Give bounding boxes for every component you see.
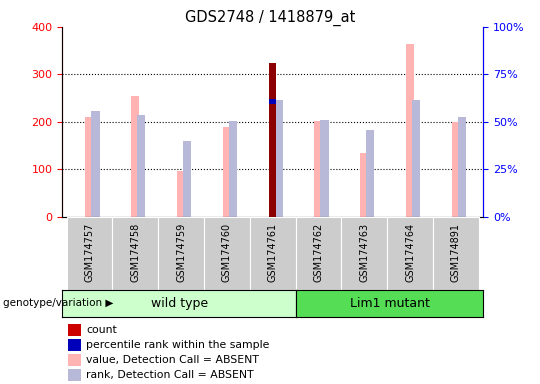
Text: value, Detection Call = ABSENT: value, Detection Call = ABSENT xyxy=(86,355,259,365)
Text: genotype/variation ▶: genotype/variation ▶ xyxy=(3,298,113,308)
Text: GSM174761: GSM174761 xyxy=(268,223,278,282)
Bar xyxy=(250,217,295,290)
Text: rank, Detection Call = ABSENT: rank, Detection Call = ABSENT xyxy=(86,370,254,380)
Text: GSM174762: GSM174762 xyxy=(314,223,323,282)
Text: GSM174760: GSM174760 xyxy=(222,223,232,282)
Bar xyxy=(295,217,341,290)
Bar xyxy=(320,121,328,124)
Text: count: count xyxy=(86,325,117,335)
Bar xyxy=(320,121,328,217)
Bar xyxy=(406,43,414,217)
Bar xyxy=(269,63,276,217)
Text: percentile rank within the sample: percentile rank within the sample xyxy=(86,340,270,350)
Bar xyxy=(366,131,374,217)
Bar xyxy=(412,99,420,103)
Bar xyxy=(412,99,420,217)
Bar xyxy=(458,117,466,121)
Bar xyxy=(183,141,191,145)
Text: GSM174758: GSM174758 xyxy=(130,223,140,282)
Bar xyxy=(177,171,185,217)
Bar xyxy=(66,217,112,290)
Bar xyxy=(229,121,237,125)
Bar xyxy=(341,217,387,290)
Text: Lim1 mutant: Lim1 mutant xyxy=(350,297,430,310)
Bar xyxy=(158,217,204,290)
Bar xyxy=(91,111,100,217)
Bar xyxy=(274,99,283,103)
Bar xyxy=(85,117,94,217)
Bar xyxy=(269,99,276,104)
Text: GSM174891: GSM174891 xyxy=(451,223,461,282)
Bar xyxy=(314,121,322,217)
Bar xyxy=(433,217,479,290)
Text: GSM174757: GSM174757 xyxy=(85,223,94,282)
Bar xyxy=(112,217,158,290)
Bar xyxy=(137,115,145,217)
Text: GSM174759: GSM174759 xyxy=(176,223,186,282)
Bar xyxy=(387,217,433,290)
Bar xyxy=(131,96,139,217)
Text: GDS2748 / 1418879_at: GDS2748 / 1418879_at xyxy=(185,10,355,26)
Bar xyxy=(458,117,466,217)
Bar xyxy=(360,153,368,217)
Bar xyxy=(223,127,231,217)
Bar xyxy=(229,121,237,217)
Bar xyxy=(204,217,250,290)
Bar xyxy=(366,131,374,134)
Text: GSM174763: GSM174763 xyxy=(359,223,369,282)
Bar xyxy=(91,111,100,115)
Bar xyxy=(137,115,145,119)
Bar xyxy=(452,122,460,217)
Text: wild type: wild type xyxy=(151,297,208,310)
Bar xyxy=(183,141,191,217)
Text: GSM174764: GSM174764 xyxy=(405,223,415,282)
Bar xyxy=(274,99,283,217)
